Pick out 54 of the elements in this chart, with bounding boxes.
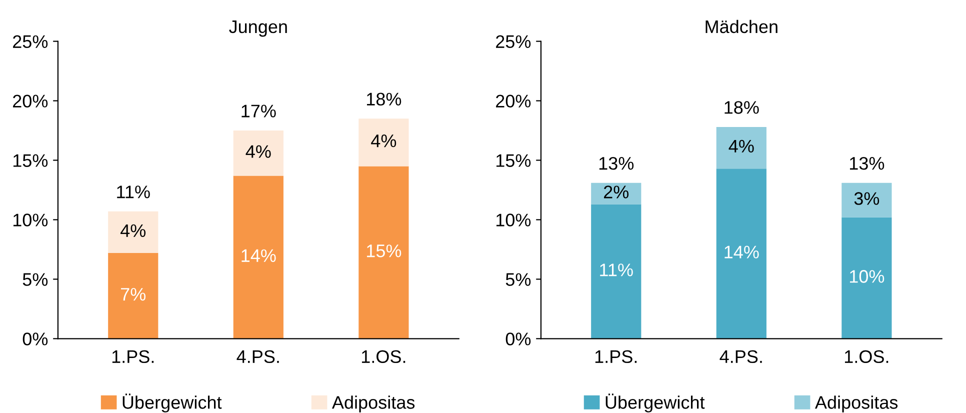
legend-label: Übergewicht (606, 394, 705, 412)
y-tick-label: 25% (496, 35, 531, 48)
x-tick-label: 1.OS. (844, 350, 888, 364)
bar (108, 211, 158, 254)
x-tick-label: 1.PS. (595, 350, 637, 364)
data-label: 4% (120, 224, 146, 237)
bar (358, 118, 409, 166)
legend-label: Adipositas (814, 396, 898, 412)
data-label: 2% (604, 186, 629, 198)
data-label: 14% (724, 246, 759, 258)
y-tick-label: 0% (506, 332, 531, 346)
total-label: 13% (599, 156, 634, 170)
data-label: 4% (371, 134, 396, 148)
data-label: 4% (728, 140, 754, 153)
y-tick-label: 5% (22, 273, 48, 286)
data-label: 15% (366, 244, 402, 258)
y-tick-label: 10% (13, 214, 48, 226)
x-tick-label: 4.PS. (720, 350, 762, 364)
bar (233, 130, 284, 176)
total-label: 18% (724, 101, 759, 114)
bar (842, 182, 892, 218)
x-tick-label: 1.OS. (362, 350, 406, 364)
bar (108, 253, 158, 339)
y-tick-label: 10% (496, 214, 531, 226)
y-tick-label: 20% (496, 94, 531, 108)
bar (716, 126, 766, 169)
total-label: 18% (366, 92, 402, 106)
total-label: 17% (242, 104, 276, 118)
y-tick-label: 25% (13, 35, 48, 48)
x-tick-label: 1.PS. (112, 350, 154, 364)
bar (591, 204, 642, 339)
data-label: 7% (121, 288, 146, 301)
y-tick-label: 20% (13, 94, 48, 108)
x-tick-label: 4.PS. (236, 350, 279, 364)
bar (716, 168, 766, 339)
chart-title: Mädchen (706, 20, 778, 34)
bar (591, 182, 642, 204)
data-label: 4% (246, 145, 271, 158)
bar (842, 217, 892, 339)
y-tick-label: 15% (13, 154, 48, 167)
data-label: 10% (850, 270, 884, 283)
legend-label: Adipositas (332, 396, 415, 412)
y-tick-label: 0% (22, 332, 48, 346)
legend-label: Übergewicht (122, 394, 222, 412)
data-label: 3% (854, 192, 880, 205)
bar (358, 166, 409, 339)
y-tick-label: 5% (506, 273, 531, 286)
total-label: 13% (850, 156, 884, 170)
y-tick-label: 15% (496, 154, 531, 167)
bar (233, 176, 284, 339)
data-label: 11% (600, 264, 633, 276)
chart-title: Jungen (229, 20, 287, 37)
data-label: 14% (242, 249, 276, 262)
total-label: 11% (117, 186, 150, 198)
